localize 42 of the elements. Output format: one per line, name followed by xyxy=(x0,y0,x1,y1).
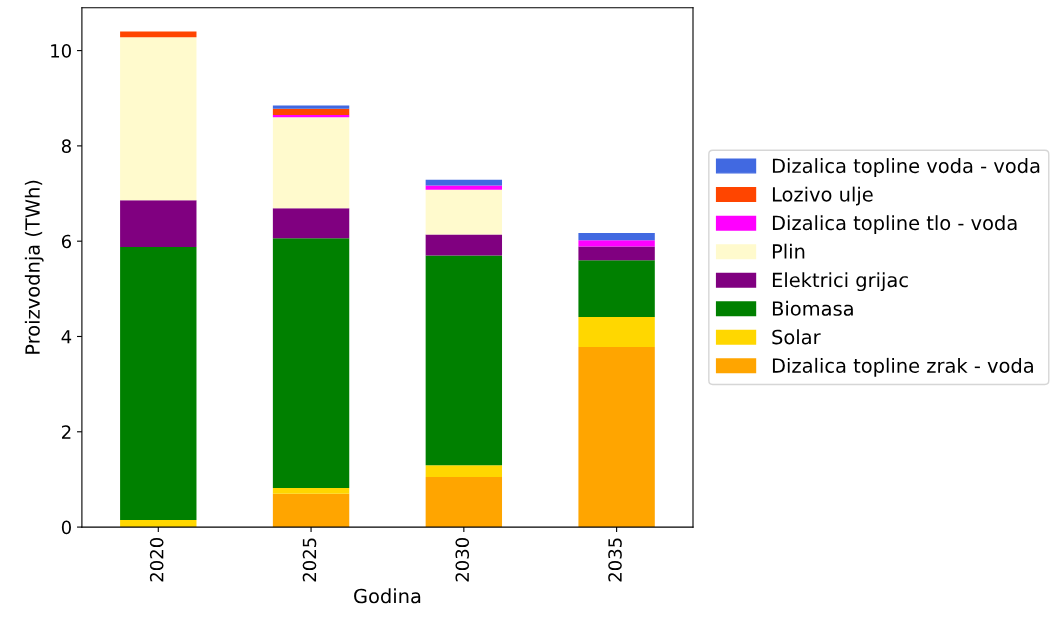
bar xyxy=(578,233,655,241)
bar xyxy=(578,240,655,247)
legend-label: Dizalica topline tlo - voda xyxy=(772,215,1017,234)
bar xyxy=(272,117,350,209)
bar xyxy=(272,208,350,239)
bar xyxy=(120,200,197,247)
x-tick-label: 2025 xyxy=(302,538,317,582)
bar xyxy=(425,465,503,478)
bar xyxy=(578,316,655,347)
legend-label: Lozivo ulje xyxy=(772,186,873,206)
legend-label: Dizalica topline voda - voda xyxy=(772,158,1040,177)
bar xyxy=(578,246,655,261)
bar xyxy=(272,493,350,528)
legend-label: Elektrici grijac xyxy=(772,272,908,292)
bar xyxy=(425,234,503,256)
x-tick-label: 2030 xyxy=(455,538,470,582)
bar xyxy=(425,185,503,190)
bar xyxy=(272,488,350,494)
y-tick-label: 6 xyxy=(61,234,72,249)
y-tick-label: 10 xyxy=(51,44,71,58)
bar xyxy=(272,108,350,115)
bar xyxy=(578,346,655,528)
bar xyxy=(120,246,197,520)
legend-label: Biomasa xyxy=(772,300,853,316)
y-tick-label: 0 xyxy=(61,520,71,535)
y-tick-label: 4 xyxy=(61,330,72,344)
x-axis-title: Godina xyxy=(354,588,421,604)
y-tick-label: 2 xyxy=(62,425,71,439)
legend-label: Dizalica topline zrak - voda xyxy=(772,357,1033,377)
x-tick-label: 2020 xyxy=(149,538,164,582)
x-tick-label: 2035 xyxy=(608,538,622,582)
bar xyxy=(425,255,503,466)
bar xyxy=(425,477,503,528)
y-axis-title: Proizvodnja (TWh) xyxy=(24,180,44,354)
bar xyxy=(425,189,503,235)
y-tick-label: 8 xyxy=(61,139,71,153)
legend-label: Plin xyxy=(772,243,805,259)
bar xyxy=(272,238,350,489)
legend-label: Solar xyxy=(772,329,821,345)
bar xyxy=(120,37,197,201)
bar xyxy=(272,105,350,109)
bar xyxy=(578,260,655,317)
